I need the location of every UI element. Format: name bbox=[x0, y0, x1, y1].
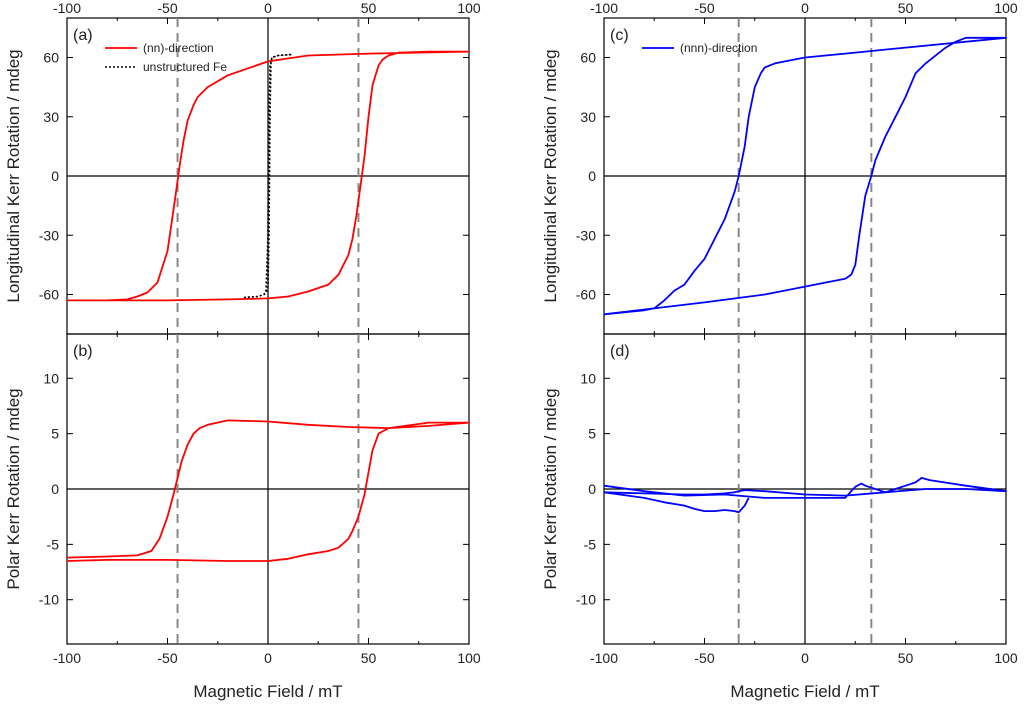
panel-1-label: (b) bbox=[73, 343, 93, 360]
panel-0-series-1-line bbox=[243, 53, 293, 299]
panel-1-xlabel: Magnetic Field / mT bbox=[193, 682, 342, 701]
panel-2-ylabel: Longitudinal Kerr Rotation / mdeg bbox=[541, 49, 560, 302]
panel-2-xtick-top-label-0: -100 bbox=[590, 0, 618, 16]
panel-0-xtick-top-label-2: 0 bbox=[264, 0, 272, 16]
panel-3-label: (d) bbox=[610, 343, 630, 360]
panel-0-ytick-label-2: 0 bbox=[51, 168, 59, 184]
panel-2-ytick-label-1: -30 bbox=[576, 227, 596, 243]
panel-3-series-0-line bbox=[603, 476, 1007, 499]
panel-2-ytick-label-3: 30 bbox=[580, 109, 596, 125]
panel-1-xtick-label-0: -100 bbox=[53, 650, 81, 666]
panel-3-xlabel: Magnetic Field / mT bbox=[730, 682, 879, 701]
panel-2-ytick-label-0: -60 bbox=[576, 287, 596, 303]
panel-1-ytick-label-1: -5 bbox=[47, 536, 60, 552]
panel-0-ytick-label-3: 30 bbox=[43, 109, 59, 125]
panel-0-ytick-label-1: -30 bbox=[39, 227, 59, 243]
panel-0-ylabel: Longitudinal Kerr Rotation / mdeg bbox=[4, 49, 23, 302]
panel-0-xtick-top-label-4: 100 bbox=[457, 0, 481, 16]
panel-1-xtick-label-1: -50 bbox=[157, 650, 177, 666]
panel-3-ytick-label-1: -5 bbox=[584, 536, 597, 552]
panel-1-ytick-label-4: 10 bbox=[43, 370, 59, 386]
panel-1-ytick-label-0: -10 bbox=[39, 592, 59, 608]
panel-1-ytick-label-3: 5 bbox=[51, 426, 59, 442]
panel-2-series-0-line bbox=[603, 36, 1007, 316]
panel-3-ytick-label-3: 5 bbox=[588, 426, 596, 442]
panel-1-ylabel: Polar Kerr Rotation / mdeg bbox=[4, 388, 23, 589]
panel-0-xtick-top-label-1: -50 bbox=[157, 0, 177, 16]
panel-2-label: (c) bbox=[610, 27, 629, 44]
panel-1-xtick-label-4: 100 bbox=[457, 650, 481, 666]
panel-3-xtick-label-4: 100 bbox=[994, 650, 1018, 666]
panel-0-ytick-label-4: 60 bbox=[43, 50, 59, 66]
panel-0-xtick-top-label-0: -100 bbox=[53, 0, 81, 16]
panel-0-ytick-label-0: -60 bbox=[39, 287, 59, 303]
panel-0-xtick-top-label-3: 50 bbox=[361, 0, 377, 16]
panel-3-xtick-label-2: 0 bbox=[801, 650, 809, 666]
panel-3-ytick-label-0: -10 bbox=[576, 592, 596, 608]
panel-2-legend-label-0: (nnn)-direction bbox=[680, 41, 757, 55]
panel-1-ytick-label-2: 0 bbox=[51, 481, 59, 497]
panel-2-ytick-label-4: 60 bbox=[580, 50, 596, 66]
panel-3-xtick-label-1: -50 bbox=[694, 650, 714, 666]
panel-2-ytick-label-2: 0 bbox=[588, 168, 596, 184]
panel-3-series-1-line bbox=[603, 491, 750, 514]
panel-1-series-0-line bbox=[66, 419, 470, 562]
panel-3-ytick-label-4: 10 bbox=[580, 370, 596, 386]
panel-3-ylabel: Polar Kerr Rotation / mdeg bbox=[541, 388, 560, 589]
panel-2-xtick-top-label-1: -50 bbox=[694, 0, 714, 16]
panel-0-series-0-line bbox=[67, 50, 470, 302]
panel-2-xtick-top-label-3: 50 bbox=[898, 0, 914, 16]
panel-3-xtick-label-3: 50 bbox=[898, 650, 914, 666]
panel-3-xtick-label-0: -100 bbox=[590, 650, 618, 666]
panel-0-legend-label-0: (nn)-direction bbox=[143, 41, 214, 55]
panel-2-xtick-top-label-2: 0 bbox=[801, 0, 809, 16]
panel-2-xtick-top-label-4: 100 bbox=[994, 0, 1018, 16]
panel-0-legend-label-1: unstructured Fe bbox=[143, 60, 227, 74]
panel-1-xtick-label-3: 50 bbox=[361, 650, 377, 666]
panel-0-label: (a) bbox=[73, 27, 93, 44]
panel-1-xtick-label-2: 0 bbox=[264, 650, 272, 666]
panel-3-ytick-label-2: 0 bbox=[588, 481, 596, 497]
